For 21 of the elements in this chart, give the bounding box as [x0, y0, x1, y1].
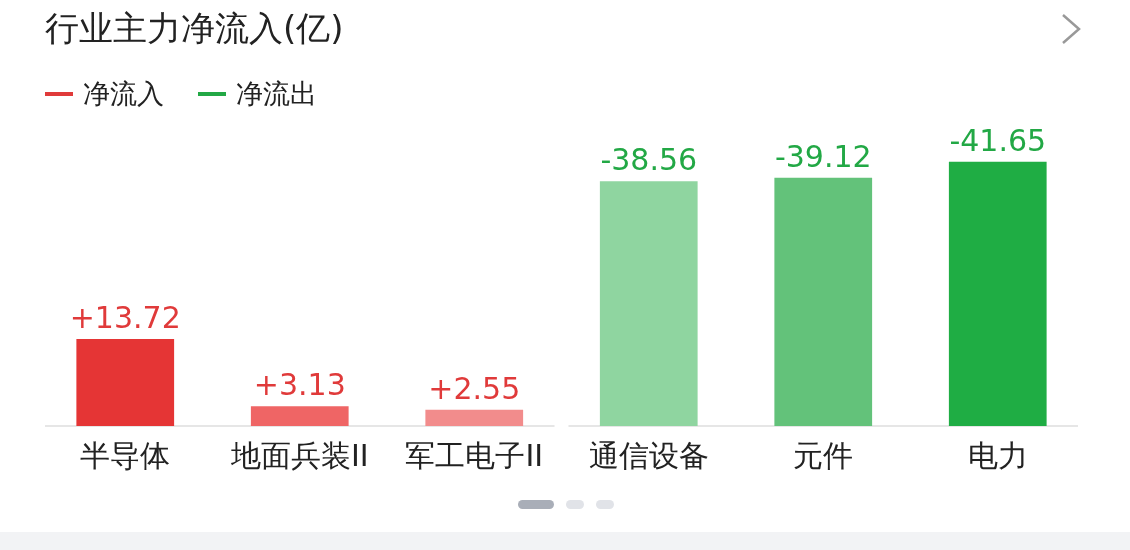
bar	[250, 406, 349, 426]
data-label: +3.13	[253, 366, 346, 402]
x-tick-label: 半导体	[80, 437, 171, 473]
bar	[76, 338, 175, 426]
x-tick-label: 元件	[793, 437, 854, 473]
data-label: +13.72	[69, 299, 181, 335]
bar	[948, 161, 1047, 426]
annotation: -38.56	[600, 142, 698, 178]
x-tick-label: 地面兵装II	[229, 437, 369, 473]
legend-label: 净流出	[236, 77, 317, 111]
annotation: -41.65	[949, 122, 1047, 158]
annotation: -39.12	[774, 138, 872, 174]
bar	[425, 409, 524, 426]
chart-title: 行业主力净流入(亿)	[45, 7, 344, 50]
x-tick-label: 电力	[967, 437, 1028, 473]
legend-label: 净流入	[83, 77, 164, 111]
bar	[774, 177, 873, 426]
data-label: +2.55	[428, 370, 521, 406]
bar	[599, 181, 698, 426]
x-tick-label: 军工电子II	[405, 437, 544, 473]
x-tick-label: 通信设备	[588, 437, 709, 473]
